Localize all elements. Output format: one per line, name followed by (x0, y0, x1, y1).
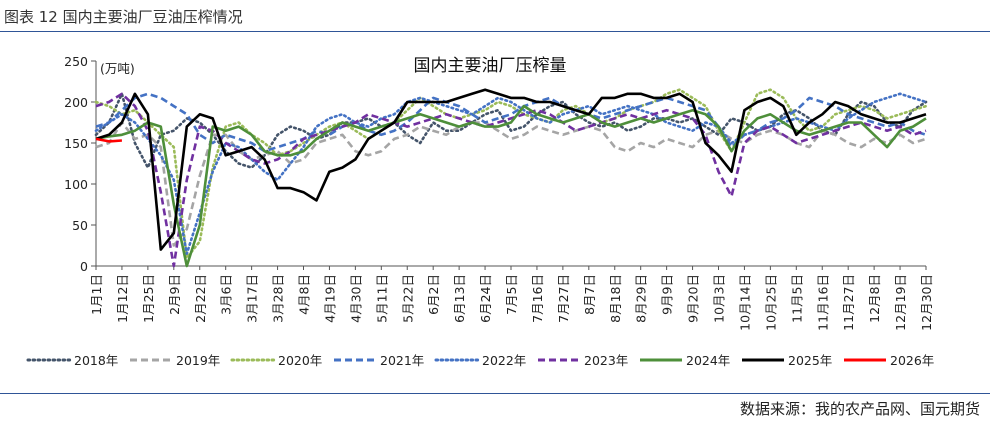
x-tick-label: 6月2日 (426, 274, 441, 315)
legend-label: 2023年 (584, 353, 628, 368)
legend-label: 2022年 (482, 353, 526, 368)
series-line-2020年 (94, 88, 928, 260)
y-tick-label: 250 (64, 54, 88, 69)
plot-series (94, 88, 928, 268)
series-line-2023年 (95, 92, 927, 268)
figure-title: 图表 12 国内主要油厂豆油压榨情况 (4, 8, 243, 26)
series-line-2024年 (95, 104, 927, 268)
legend: 2018年 2019年 2020年 2021年 2022年 2023年 2024年 2025年… (26, 353, 934, 368)
x-tick-label: 1月1日 (89, 274, 104, 315)
x-tick-label: 11月5日 (789, 274, 804, 323)
top-rule (0, 31, 990, 32)
legend-label: 2020年 (278, 353, 322, 368)
series-line-2022年 (94, 92, 928, 255)
x-tick-label: 2月22日 (193, 274, 208, 323)
y-tick-label: 100 (64, 177, 88, 192)
source-note: 数据来源：我的农产品网、国元期货 (739, 400, 980, 418)
x-tick-label: 1月25日 (141, 274, 156, 323)
x-tick-label: 4月30日 (348, 274, 363, 323)
x-tick-label: 12月8日 (867, 274, 882, 323)
x-tick-label: 3月28日 (271, 274, 286, 323)
x-tick-label: 9月20日 (686, 274, 701, 323)
y-tick-label: 50 (72, 218, 88, 233)
x-tick-label: 2月9日 (167, 274, 182, 315)
x-tick-label: 10月14日 (737, 274, 752, 331)
x-tick-label: 3月6日 (219, 274, 234, 315)
y-tick-label: 200 (64, 95, 88, 110)
y-tick-label: 0 (80, 259, 88, 274)
x-tick-label: 11月27日 (841, 274, 856, 331)
legend-label: 2026年 (890, 353, 934, 368)
x-tick-label: 10月3日 (712, 274, 727, 323)
unit-label: (万吨) (100, 61, 135, 76)
x-tick-label: 6月13日 (452, 274, 467, 323)
x-tick-label: 7月16日 (530, 274, 545, 323)
series-line-2018年 (94, 92, 928, 169)
x-tick-label: 6月24日 (478, 274, 493, 323)
x-tick-label: 7月5日 (504, 274, 519, 315)
y-axis-ticks: 0 50 100 150 200 250 (64, 54, 96, 274)
legend-label: 2021年 (380, 353, 424, 368)
x-tick-label: 5月22日 (400, 274, 415, 323)
x-tick-label: 10月25日 (763, 274, 778, 331)
x-tick-label: 9月9日 (660, 274, 675, 315)
chart-title: 国内主要油厂压榨量 (414, 56, 567, 76)
x-tick-label: 8月18日 (608, 274, 623, 323)
x-tick-label: 3月17日 (245, 274, 260, 323)
x-tick-label: 12月19日 (893, 274, 908, 331)
legend-label: 2025年 (788, 353, 832, 368)
series-line-2025年 (95, 88, 927, 251)
x-axis-ticks: 1月1日 1月12日 1月25日 2月9日 2月22日 3月6日 3月17日 3月28日 4月8… (89, 266, 934, 331)
x-tick-label: 12月30日 (919, 274, 934, 331)
x-tick-label: 5月11日 (374, 274, 389, 323)
series-line-2026年 (95, 137, 122, 143)
x-tick-label: 4月19日 (322, 274, 337, 323)
chart-axes (95, 61, 926, 267)
x-tick-label: 7月27日 (556, 274, 571, 323)
y-tick-label: 150 (64, 136, 88, 151)
x-tick-label: 1月12日 (115, 274, 130, 323)
legend-label: 2024年 (686, 353, 730, 368)
series-line-2021年 (95, 92, 927, 153)
chart: 0 50 100 150 200 250 1月1日 1月12日 1月25日 2月9日 2月22日 3… (26, 54, 934, 368)
x-tick-label: 4月8日 (297, 274, 312, 315)
legend-label: 2018年 (74, 353, 118, 368)
x-tick-label: 8月29日 (634, 274, 649, 323)
bottom-rule (0, 393, 990, 394)
x-tick-label: 11月16日 (815, 274, 830, 331)
x-tick-label: 8月7日 (582, 274, 597, 315)
legend-label: 2019年 (176, 353, 220, 368)
